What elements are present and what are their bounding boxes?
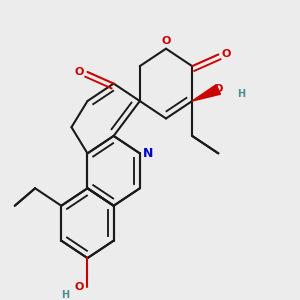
- Text: O: O: [222, 50, 231, 59]
- Text: H: H: [61, 290, 70, 300]
- Text: O: O: [75, 282, 84, 292]
- Text: H: H: [238, 89, 246, 99]
- Polygon shape: [192, 85, 220, 101]
- Text: O: O: [161, 36, 171, 46]
- Text: O: O: [214, 84, 223, 94]
- Text: O: O: [75, 67, 84, 77]
- Text: N: N: [143, 147, 154, 160]
